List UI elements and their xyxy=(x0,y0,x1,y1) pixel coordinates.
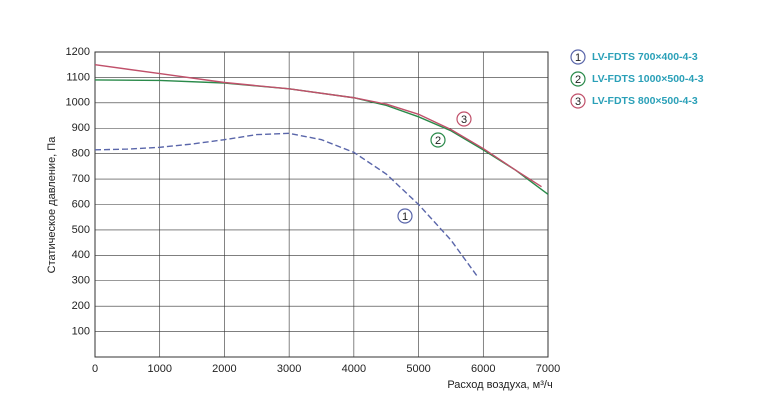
y-tick-label: 700 xyxy=(72,173,90,185)
legend-label: LV-FDTS 1000×500-4-3 xyxy=(592,73,704,85)
series-line xyxy=(94,64,542,188)
legend-marker-label: 1 xyxy=(575,52,581,64)
x-tick-label: 7000 xyxy=(536,363,560,375)
y-tick-label: 600 xyxy=(72,198,90,210)
annotation-label: 1 xyxy=(402,211,408,223)
annotation-circle xyxy=(430,132,446,148)
y-tick-label: 1200 xyxy=(66,46,90,58)
x-tick-label: 4000 xyxy=(342,363,366,375)
series-line xyxy=(94,132,478,277)
series-line xyxy=(94,79,549,195)
x-tick-label: 2000 xyxy=(212,363,236,375)
legend-label: LV-FDTS 800×500-4-3 xyxy=(592,95,698,107)
annotation-label: 3 xyxy=(461,114,467,126)
annotation-circle xyxy=(397,208,413,224)
annotation-label: 2 xyxy=(435,135,441,147)
legend-marker-label: 2 xyxy=(575,74,581,86)
annotation-circle xyxy=(456,111,472,127)
x-axis-label: Расход воздуха, м³/ч xyxy=(447,379,552,391)
y-tick-label: 400 xyxy=(72,249,90,261)
x-tick-label: 1000 xyxy=(147,363,171,375)
y-tick-label: 800 xyxy=(72,148,90,160)
y-tick-label: 300 xyxy=(72,275,90,287)
x-tick-label: 0 xyxy=(92,363,98,375)
x-tick-label: 5000 xyxy=(406,363,430,375)
y-tick-label: 200 xyxy=(72,300,90,312)
y-axis-label: Статическое давление, Па xyxy=(46,136,58,274)
legend-marker xyxy=(570,71,586,87)
x-tick-label: 3000 xyxy=(277,363,301,375)
y-tick-label: 900 xyxy=(72,122,90,134)
y-tick-label: 1100 xyxy=(66,71,90,83)
y-tick-label: 100 xyxy=(72,325,90,337)
x-tick-label: 6000 xyxy=(471,363,495,375)
y-tick-label: 1000 xyxy=(66,97,90,109)
legend-marker xyxy=(570,93,586,109)
y-tick-label: 500 xyxy=(72,224,90,236)
legend-label: LV-FDTS 700×400-4-3 xyxy=(592,51,698,63)
legend-marker xyxy=(570,49,586,65)
legend-marker-label: 3 xyxy=(575,96,581,108)
